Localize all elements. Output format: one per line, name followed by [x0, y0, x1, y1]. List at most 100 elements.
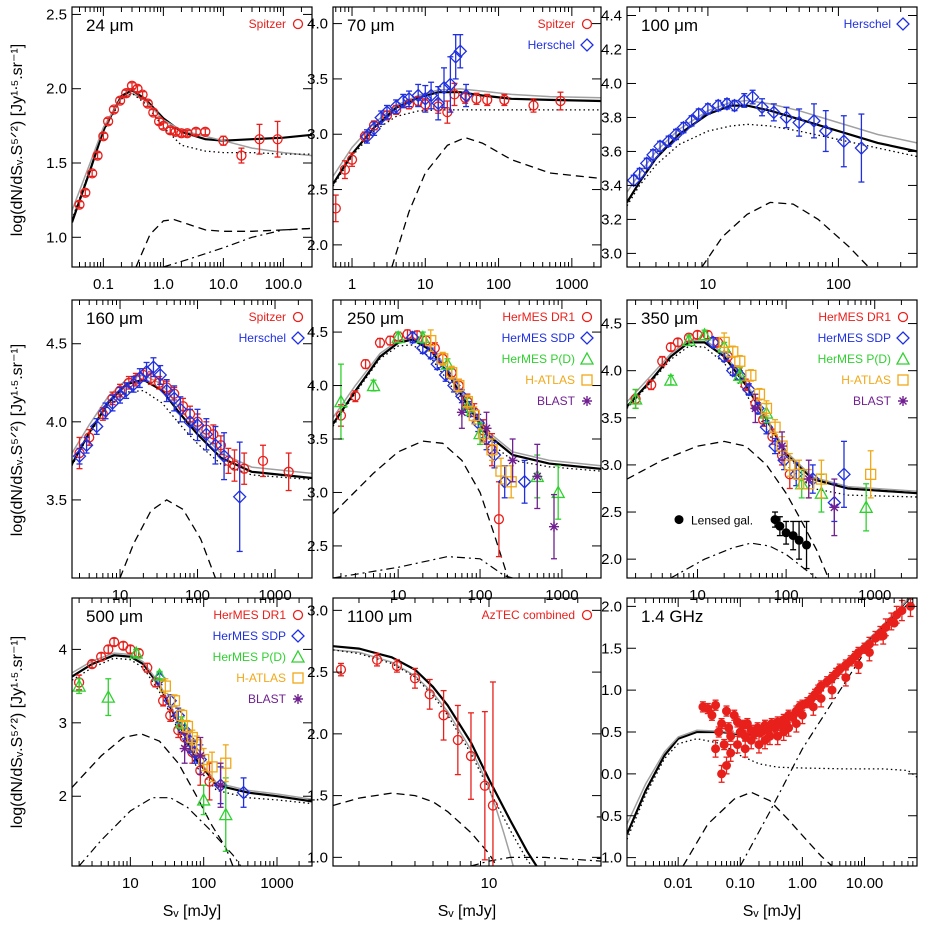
- legend-label: Spitzer: [538, 17, 575, 31]
- data-point-square: [815, 473, 828, 485]
- panel-7: 10 100 1000 2 3 4 500 μm HerMES DR1 HerMES SDP He…: [59, 597, 313, 892]
- data-point-triangle: [218, 807, 233, 821]
- legend-label: Spitzer: [249, 17, 286, 31]
- model-curve-dashed: [682, 791, 833, 866]
- data-point-circle: [254, 134, 265, 145]
- data-point-square: [734, 355, 746, 367]
- panel-frame: [332, 6, 602, 268]
- data-point-diamond: [720, 96, 734, 111]
- data-point-dot: [827, 685, 837, 695]
- data-point-circle: [170, 126, 181, 137]
- x-tick-label: 10: [122, 875, 139, 892]
- legend-label: H-ATLAS: [525, 373, 575, 387]
- data-point-diamond: [837, 467, 851, 482]
- data-point-star: [456, 407, 467, 418]
- y-tick-label: -0.5: [596, 808, 622, 825]
- data-point-triangle: [333, 394, 349, 408]
- data-point-triangle: [72, 678, 87, 692]
- data-point-square: [206, 761, 218, 773]
- x-tick-label: 1000: [858, 587, 891, 604]
- data-point-diamond: [105, 396, 120, 410]
- data-point-dot: [726, 731, 736, 741]
- data-point-triangle: [551, 485, 566, 499]
- data-point-diamond: [380, 105, 394, 120]
- legend-label: Herschel: [528, 38, 575, 52]
- data-point-square: [181, 720, 194, 733]
- data-point-diamond: [430, 357, 445, 372]
- model-curve-dotted: [333, 649, 533, 866]
- data-point-circle: [493, 514, 505, 525]
- data-point-square: [159, 680, 171, 692]
- legend-label: BLAST: [248, 692, 287, 706]
- y-tick-label: 3.5: [601, 410, 622, 427]
- legend-label: HerMES P(D): [818, 352, 891, 366]
- data-point-circle: [114, 95, 126, 106]
- panel-title: 350 μm: [641, 309, 698, 328]
- data-point-dot: [707, 710, 717, 720]
- model-curve-solid: [627, 341, 917, 495]
- model-curve-dotted: [333, 344, 601, 472]
- legend-marker-circle: [292, 18, 304, 30]
- legend-marker-circle: [897, 311, 909, 323]
- model-curve-dashed: [391, 136, 601, 267]
- data-point-square: [495, 465, 507, 477]
- data-point-diamond: [676, 120, 691, 135]
- panel-title: 1.4 GHz: [641, 607, 703, 626]
- x-axis-label-col-2: Sᵥ [mJy]: [438, 903, 496, 920]
- data-point-circle: [409, 673, 421, 684]
- data-point-circle: [200, 126, 211, 137]
- y-tick-label: 2.5: [307, 182, 328, 199]
- x-tick-label: 100: [191, 875, 216, 892]
- data-point-dot: [791, 719, 801, 729]
- data-point-dot: [816, 694, 826, 703]
- data-point-diamond: [418, 91, 433, 106]
- y-tick-label: 2.0: [601, 551, 622, 568]
- panel-title: 100 μm: [641, 16, 698, 35]
- data-point-circle: [108, 636, 120, 648]
- x-tick-label: 100: [486, 276, 511, 293]
- data-point-dot: [722, 761, 732, 770]
- data-point-diamond: [792, 115, 807, 130]
- data-point-circle: [479, 780, 491, 791]
- data-point-dot: [889, 618, 899, 628]
- data-point-dot: [775, 521, 785, 531]
- data-point-circle: [482, 94, 493, 106]
- y-tick-label: 4.2: [601, 41, 622, 58]
- y-tick-label: 4.0: [601, 75, 622, 92]
- data-point-diamond: [367, 121, 382, 136]
- data-point-circle: [555, 95, 566, 107]
- model-curve-dotted: [72, 92, 312, 220]
- data-point-circle: [692, 329, 703, 341]
- panel-plot-area: [72, 80, 312, 267]
- model-curve-solid: [627, 598, 911, 835]
- legend-marker-square: [581, 374, 593, 386]
- legend-label: HerMES SDP: [213, 629, 286, 643]
- legend-marker-circle: [292, 311, 304, 323]
- legend-label: HerMES DR1: [818, 310, 891, 324]
- legend-label: Spitzer: [249, 310, 286, 324]
- data-point-diamond: [447, 378, 461, 393]
- y-tick-label: 3.2: [601, 211, 622, 228]
- data-point-diamond: [684, 113, 699, 128]
- y-axis-label-row-1: log(dN/dSᵥ.S⁵ᐟ²) [Jy¹ᐧ⁵.sr⁻¹]: [9, 44, 26, 236]
- panel-frame: [71, 299, 313, 579]
- model-curve-dashed: [119, 499, 217, 578]
- x-tick-label: 0.1: [93, 276, 114, 293]
- data-point-diamond: [217, 449, 231, 464]
- data-point-square: [453, 379, 465, 392]
- data-point-diamond: [789, 467, 804, 482]
- data-point-star: [548, 521, 559, 532]
- data-point-diamond: [72, 449, 87, 464]
- data-point-diamond: [727, 98, 742, 113]
- panel-title: 24 μm: [86, 16, 134, 35]
- data-point-circle: [215, 440, 227, 451]
- panel-plot-area: [333, 645, 601, 866]
- panel-frame: [626, 6, 918, 268]
- data-point-dot: [724, 723, 734, 733]
- data-point-diamond: [98, 403, 113, 418]
- y-tick-label: -1.0: [596, 850, 622, 867]
- data-point-dot: [722, 706, 732, 716]
- legend-marker-circle: [292, 609, 304, 621]
- legend-marker-diamond: [291, 629, 305, 643]
- panel-9: 0.01 0.10 1.00 10.00 -1.0 -0.5 0.0 0.5 1.0 1.5 2.0…: [596, 597, 918, 892]
